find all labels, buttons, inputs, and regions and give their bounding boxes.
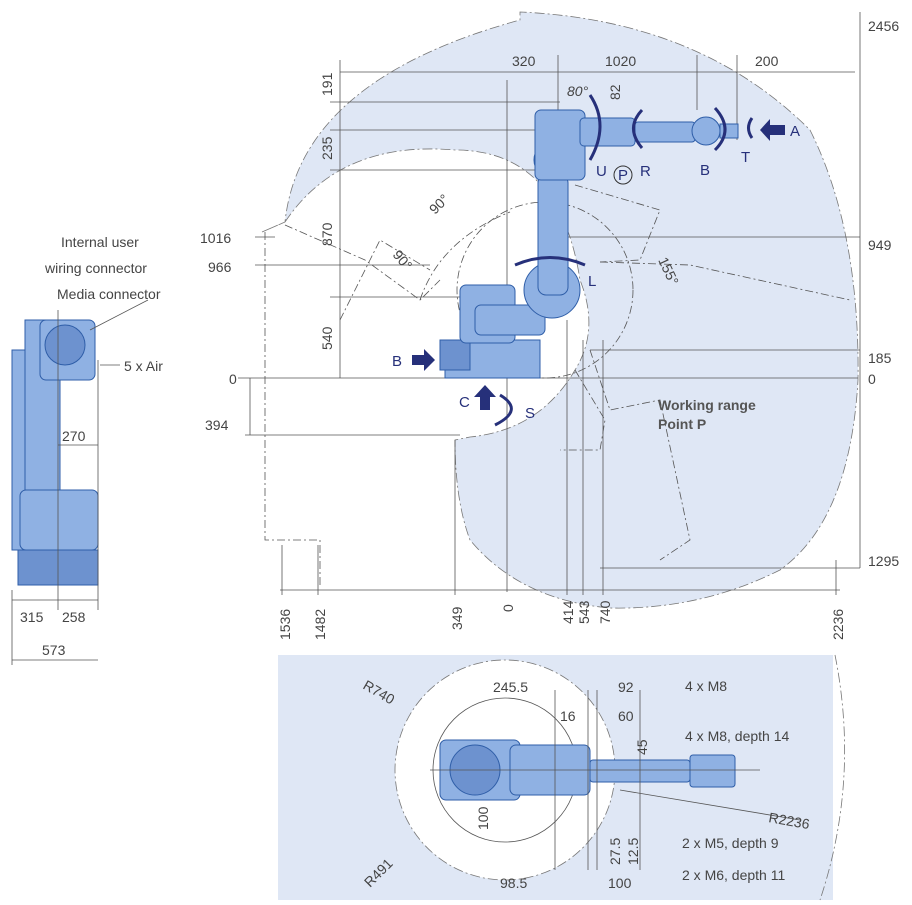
radius-2236: R2236 [767, 809, 811, 832]
side-dim-573: 573 [42, 642, 66, 658]
level-949: 949 [868, 237, 892, 253]
top-dim-12-5: 12.5 [625, 838, 641, 865]
dim-540: 540 [319, 326, 335, 350]
axis-U: U [596, 163, 607, 180]
connector-label-line3: Media connector [57, 286, 161, 302]
angle-90-upper: 90° [426, 191, 452, 217]
connector-label-line2: wiring connector [44, 260, 147, 276]
note-4xM8: 4 x M8 [685, 678, 727, 694]
level-2456: 2456 [868, 18, 899, 34]
bottom-349: 349 [449, 606, 465, 630]
top-dim-16: 16 [560, 708, 576, 724]
note-4xM8-depth14: 4 x M8, depth 14 [685, 728, 790, 744]
level-394: 394 [205, 417, 229, 433]
robot-side-view [11, 299, 149, 665]
side-view-labels: Internal user wiring connector Media con… [20, 234, 163, 658]
side-dim-258: 258 [62, 609, 86, 625]
dim-82: 82 [607, 84, 623, 100]
axis-S: S [525, 405, 535, 422]
axis-B-wrist: B [700, 162, 710, 179]
dim-1020: 1020 [605, 53, 636, 69]
inner-envelope-lines [264, 184, 851, 586]
dim-200: 200 [755, 53, 779, 69]
level-1016: 1016 [200, 230, 231, 246]
level-185: 185 [868, 350, 892, 366]
angle-80: 80° [567, 83, 589, 99]
top-view-panel [278, 654, 846, 901]
top-dim-100-vert: 100 [475, 806, 491, 830]
top-dim-245-5: 245.5 [493, 679, 528, 695]
bottom-1536: 1536 [277, 609, 293, 640]
level-966: 966 [208, 259, 232, 275]
bottom-414: 414 [560, 600, 576, 624]
bottom-0: 0 [500, 604, 516, 612]
note-2xM5-depth9: 2 x M5, depth 9 [682, 835, 779, 851]
air-label: 5 x Air [124, 358, 163, 374]
connector-label-line1: Internal user [61, 234, 139, 250]
bottom-543: 543 [576, 600, 592, 624]
side-dim-270: 270 [62, 428, 86, 444]
axis-A: A [790, 123, 800, 140]
bottom-1482: 1482 [312, 609, 328, 640]
working-range-point: Point P [658, 416, 706, 432]
side-dim-315: 315 [20, 609, 44, 625]
axis-C: C [459, 394, 470, 411]
axis-T: T [741, 149, 750, 166]
dim-235: 235 [319, 136, 335, 160]
top-dim-45: 45 [634, 739, 650, 755]
dim-320: 320 [512, 53, 536, 69]
robot-main-view [439, 109, 739, 379]
level-0-left: 0 [229, 371, 237, 387]
angle-90-lower: 90° [390, 247, 416, 274]
level-0-right: 0 [868, 371, 876, 387]
working-range-area [261, 11, 859, 609]
reference-lines [238, 12, 861, 595]
axis-P: P [618, 167, 628, 184]
axis-L: L [588, 273, 596, 290]
bottom-740: 740 [597, 600, 613, 624]
level-1295: 1295 [868, 553, 899, 569]
axis-R: R [640, 163, 651, 180]
axis-arrows [412, 94, 785, 427]
dim-191: 191 [319, 72, 335, 96]
bottom-2236: 2236 [830, 609, 846, 640]
top-dim-27-5: 27.5 [607, 838, 623, 865]
top-dim-100-horiz: 100 [608, 875, 632, 891]
top-dim-92: 92 [618, 679, 634, 695]
top-dim-60: 60 [618, 708, 634, 724]
note-2xM6-depth11: 2 x M6, depth 11 [682, 867, 785, 883]
dim-870: 870 [319, 222, 335, 246]
axis-B-base: B [392, 353, 402, 370]
top-dim-98-5: 98.5 [500, 875, 527, 891]
working-range-title: Working range [658, 397, 756, 413]
